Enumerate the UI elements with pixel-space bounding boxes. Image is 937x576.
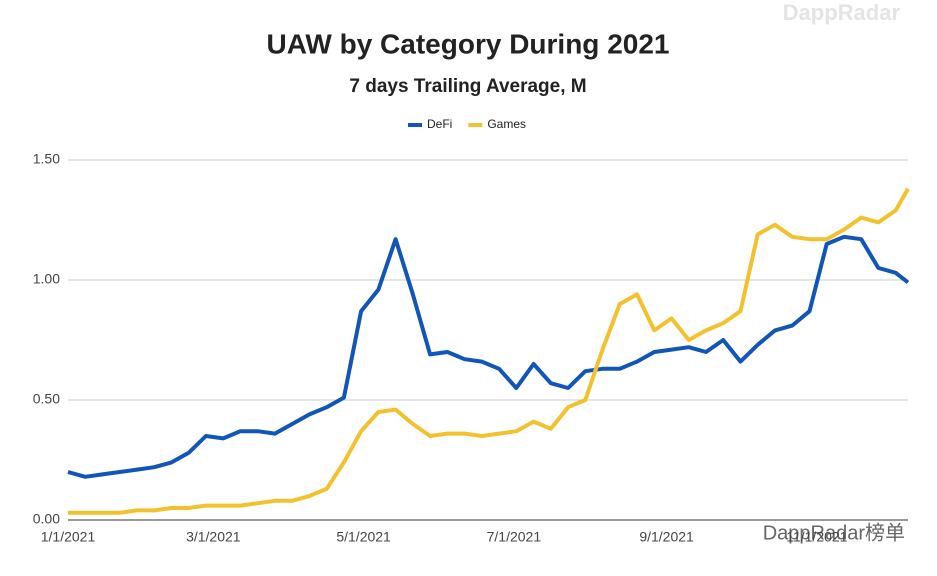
y-tick-label: 0.00 (33, 511, 60, 527)
x-tick-label: 7/1/2021 (487, 529, 542, 545)
chart-title: UAW by Category During 2021 (267, 28, 670, 59)
legend-label: DeFi (427, 117, 452, 131)
x-tick-label: 11/1/2021 (786, 529, 847, 545)
y-tick-label: 1.50 (33, 151, 60, 167)
y-tick-label: 0.50 (33, 391, 60, 407)
legend-label: Games (487, 117, 526, 131)
footer-watermark: DappRadar榜单 (763, 521, 905, 544)
x-tick-label: 5/1/2021 (336, 529, 391, 545)
x-tick-label: 9/1/2021 (639, 529, 694, 545)
x-tick-label: 3/1/2021 (186, 529, 241, 545)
series-line (68, 187, 910, 515)
x-tick-label: 1/1/2021 (41, 529, 96, 545)
chart-subtitle: 7 days Trailing Average, M (349, 76, 586, 97)
series-line (67, 234, 910, 479)
watermark: DappRadar (783, 0, 901, 25)
y-tick-label: 1.00 (33, 271, 60, 287)
